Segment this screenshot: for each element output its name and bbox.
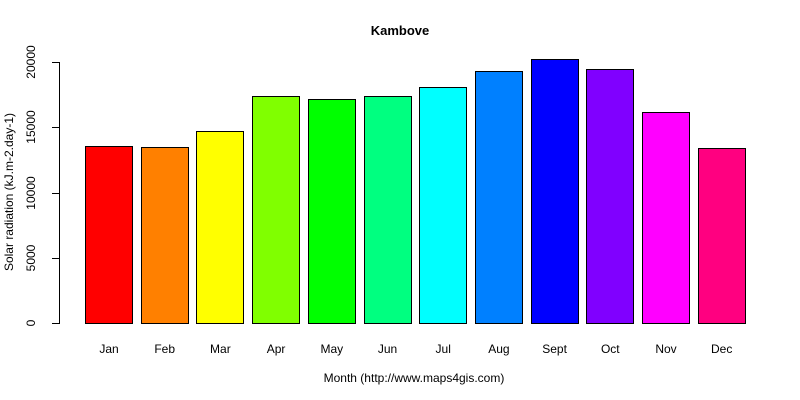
x-tick-label: Feb: [154, 342, 176, 356]
bar-nov: [642, 112, 690, 324]
x-tick-label: Mar: [210, 342, 231, 356]
bar-aug: [474, 71, 523, 324]
x-tick-label: Sept: [542, 342, 567, 356]
bar-dec: [697, 148, 746, 324]
x-tick-label: Apr: [266, 342, 286, 356]
y-tick-label: 10000: [24, 175, 38, 210]
y-tick-mark: [52, 62, 59, 63]
x-tick-label: Aug: [488, 342, 510, 356]
y-tick-label: 20000: [24, 45, 38, 79]
x-tick-label: May: [320, 342, 344, 356]
bar-sept: [530, 59, 579, 324]
bar-jun: [363, 95, 412, 324]
y-tick-mark: [52, 192, 59, 194]
bar-mar: [196, 131, 245, 324]
x-tick-label: Jan: [99, 342, 119, 356]
bar-feb: [140, 147, 189, 324]
y-axis-line: [59, 62, 60, 324]
x-tick-label: Jul: [435, 342, 451, 356]
x-axis-label: Month (http://www.maps4gis.com): [323, 371, 505, 385]
x-tick-label: Nov: [655, 342, 677, 356]
x-tick-label: Jun: [377, 342, 398, 356]
chart-title: Kambove: [370, 23, 430, 38]
x-tick-label: Oct: [600, 342, 620, 356]
y-axis-label: Solar radiation (kJ.m-2.day-1): [2, 112, 16, 272]
bar-jan: [85, 146, 133, 324]
y-tick-label: 0: [24, 319, 38, 327]
bar-jul: [419, 87, 468, 324]
y-tick-mark: [52, 257, 59, 259]
y-tick-mark: [52, 323, 59, 324]
y-tick-label: 15000: [24, 110, 38, 144]
bar-apr: [252, 95, 301, 324]
y-tick-mark: [52, 127, 59, 129]
y-tick-label: 5000: [24, 244, 38, 272]
x-tick-label: Dec: [711, 342, 733, 356]
bar-oct: [586, 68, 635, 324]
bar-may: [307, 99, 356, 324]
